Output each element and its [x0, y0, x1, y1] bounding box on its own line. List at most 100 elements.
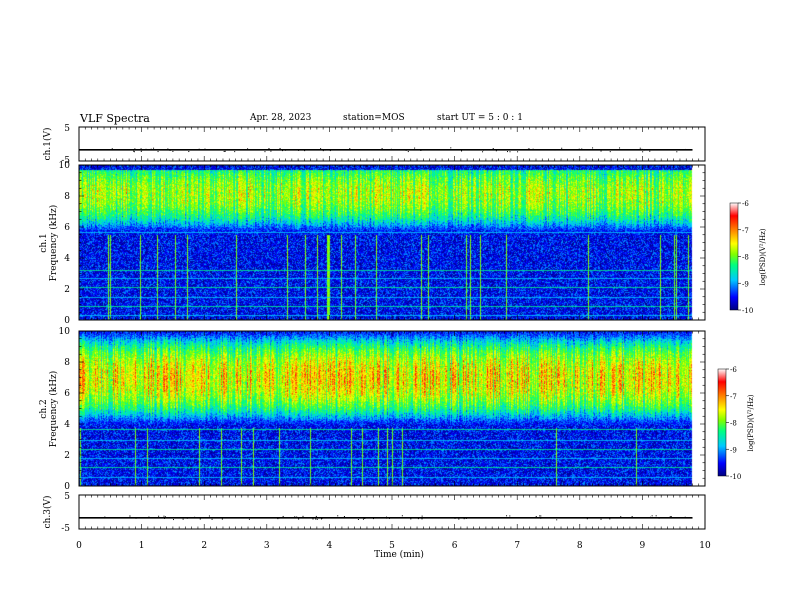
waveform-speck [269, 149, 271, 151]
ch1-spectrogram-panel: ch.1 Frequency (kHz) 0 2 4 6 8 10 -6 -7 -8 -9 -10… [39, 161, 767, 326]
ch1-spectrogram-ylabel-ch: ch.1 [39, 233, 49, 252]
y-tick-label: 6 [64, 223, 70, 233]
waveform-speck [432, 149, 434, 151]
waveform-speck [509, 515, 511, 517]
waveform-speck [527, 148, 529, 150]
waveform-speck [194, 516, 196, 518]
x-tick-label: 5 [389, 541, 395, 551]
waveform-speck [561, 147, 563, 149]
ch3-waveform-ticks [78, 495, 706, 529]
waveform-speck [482, 151, 484, 153]
waveform-speck [172, 150, 174, 152]
ch1-colorbar-label: log(PSD)(V²/Hz) [759, 228, 767, 285]
waveform-speck [145, 148, 147, 150]
waveform-speck [188, 151, 190, 153]
waveform-speck [285, 149, 287, 151]
colorbar-tick-label: -8 [730, 420, 737, 428]
waveform-speck [129, 515, 131, 517]
x-tick-label: 0 [76, 541, 82, 551]
waveform-speck [414, 147, 416, 149]
waveform-speck [135, 517, 137, 519]
y-tick-label: 10 [59, 161, 71, 171]
start-time-label: start UT = 5 : 0 : 1 [437, 113, 523, 123]
colorbar-tick-label: -10 [730, 473, 741, 481]
ch2-colorbar [717, 368, 727, 477]
waveform-speck [248, 518, 250, 520]
ch1-colorbar-ticks: -6 -7 -8 -9 -10 [738, 200, 753, 315]
waveform-speck [104, 516, 106, 518]
ch1-waveform-ticks [78, 127, 706, 161]
waveform-speck [133, 149, 135, 151]
y-tick-label: 4 [64, 420, 70, 430]
x-tick-label: 3 [264, 541, 270, 551]
ch3-ytick-5: 5 [64, 492, 70, 502]
ch3-ytick-neg5: -5 [61, 524, 70, 534]
waveform-speck [643, 149, 645, 151]
waveform-speck [655, 515, 657, 517]
colorbar-tick-label: -10 [742, 307, 753, 315]
waveform-speck [357, 518, 359, 520]
ch3-waveform-ylabel: ch.3(V) [42, 496, 53, 529]
waveform-speck [195, 149, 197, 151]
waveform-speck [581, 148, 583, 150]
waveform-speck [157, 151, 159, 153]
waveform-speck [482, 149, 484, 151]
waveform-speck [535, 516, 537, 518]
waveform-speck [172, 519, 174, 521]
waveform-speck [148, 516, 150, 518]
y-tick-label: 0 [64, 482, 70, 492]
ch1-waveform-frame [78, 126, 706, 162]
waveform-speck [592, 147, 594, 149]
waveform-speck [415, 516, 417, 518]
waveform-speck [410, 518, 412, 520]
waveform-speck [364, 517, 366, 519]
waveform-speck [277, 518, 279, 520]
waveform-speck [600, 150, 602, 152]
x-tick-label: 7 [514, 541, 520, 551]
waveform-speck [315, 515, 317, 517]
colorbar-tick-label: -7 [742, 227, 749, 235]
waveform-speck [506, 151, 508, 153]
x-tick-label: 4 [327, 541, 333, 551]
ch1-ytick-labels: 0 2 4 6 8 10 [59, 161, 71, 326]
waveform-speck [279, 147, 281, 149]
waveform-speck [223, 150, 225, 152]
waveform-speck [171, 517, 173, 519]
waveform-speck [164, 516, 166, 518]
waveform-speck [381, 148, 383, 150]
colorbar-tick-label: -7 [730, 393, 737, 401]
y-tick-label: 0 [64, 316, 70, 326]
waveform-speck [624, 149, 626, 151]
waveform-speck [208, 515, 210, 517]
ch1-spectrogram-ticks [78, 164, 706, 321]
waveform-speck [304, 150, 306, 152]
waveform-speck [642, 151, 644, 153]
observation-date: Apr. 28, 2023 [250, 113, 312, 123]
waveform-speck [167, 148, 169, 150]
waveform-speck [528, 148, 530, 150]
waveform-speck [675, 517, 677, 519]
colorbar-tick-label: -9 [742, 280, 749, 288]
waveform-speck [211, 518, 213, 520]
waveform-speck [463, 518, 465, 520]
waveform-speck [343, 516, 345, 518]
waveform-speck [684, 148, 686, 150]
ch1-ytick-neg5: -5 [61, 156, 70, 166]
waveform-speck [186, 517, 188, 519]
waveform-speck [619, 147, 621, 149]
waveform-speck [639, 147, 641, 149]
waveform-speck [578, 148, 580, 150]
waveform-speck [347, 149, 349, 151]
waveform-speck [586, 518, 588, 520]
ch2-spectrogram-panel: ch.2 Frequency (kHz) 0 2 4 6 8 10 -6 -7 -8 -9 -10… [39, 327, 755, 492]
waveform-speck [199, 518, 201, 520]
waveform-speck [609, 151, 611, 153]
ch2-spectrogram-ylabel-ch: ch.2 [39, 399, 49, 418]
waveform-speck [551, 149, 553, 151]
waveform-speck [257, 517, 259, 519]
waveform-speck [620, 516, 622, 518]
waveform-speck [631, 516, 633, 518]
y-tick-label: 2 [64, 285, 70, 295]
waveform-speck [221, 518, 223, 520]
